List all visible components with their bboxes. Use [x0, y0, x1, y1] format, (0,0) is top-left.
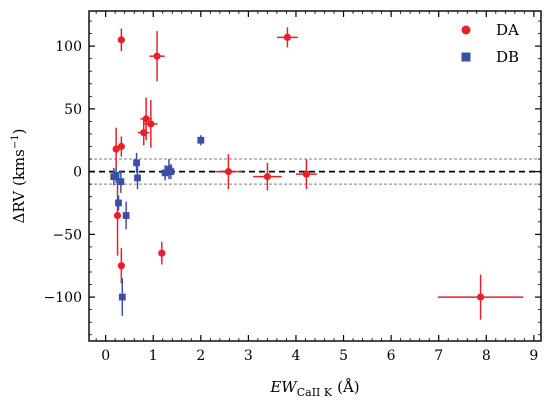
plot-frame [88, 10, 542, 342]
data-point-db-3 [117, 170, 125, 193]
data-point-da-6 [140, 97, 152, 141]
y-tick-label--50: −50 [52, 227, 82, 243]
data-point-db-2 [115, 195, 122, 211]
marker-circle [302, 170, 311, 178]
series-da [112, 27, 524, 320]
y-axis-label-unit-open: (kms [10, 149, 28, 186]
series-db [110, 135, 205, 316]
data-point-da-7 [144, 100, 158, 148]
marker-circle [112, 145, 120, 153]
y-axis-label-unit-exponent: −1 [10, 134, 21, 149]
marker-square [117, 178, 125, 186]
legend-marker-square [461, 52, 471, 62]
data-point-db-1 [112, 167, 120, 183]
data-point-da-3 [113, 175, 122, 256]
x-tick-label-9: 9 [529, 348, 538, 364]
marker-square [122, 212, 130, 219]
x-tick-label-8: 8 [482, 348, 491, 364]
legend-label-db: DB [496, 48, 519, 66]
marker-circle [263, 173, 272, 181]
data-point-da-10 [215, 154, 242, 190]
marker-square [112, 171, 120, 179]
marker-square [197, 136, 205, 144]
marker-circle [142, 115, 150, 123]
marker-square [167, 168, 175, 176]
y-tick-label-100: 100 [55, 39, 82, 55]
y-tick-label-50: 50 [64, 102, 82, 118]
marker-circle [224, 168, 233, 176]
marker-circle [117, 36, 125, 44]
marker-circle [147, 120, 155, 128]
y-tick-label-0: 0 [73, 165, 82, 181]
data-point-da-12 [276, 27, 298, 48]
data-point-db-4 [118, 278, 126, 316]
data-point-da-14 [437, 274, 524, 320]
marker-square [134, 174, 141, 182]
x-tick-label-5: 5 [339, 348, 348, 364]
data-point-da-2 [112, 127, 120, 171]
y-axis-label-main: ΔRV [10, 190, 28, 224]
marker-square [161, 169, 169, 177]
x-tick-label-3: 3 [244, 348, 253, 364]
data-point-db-11 [197, 135, 205, 146]
y-tick-label--100: −100 [44, 290, 82, 306]
data-point-da-0 [117, 28, 125, 52]
marker-circle [153, 52, 161, 60]
marker-square [115, 199, 122, 207]
marker-circle [113, 211, 122, 220]
ticks-layer: 0 1 2 3 4 5 6 7 8 9 −100 −50 0 50 100 [44, 11, 541, 364]
data-point-db-5 [122, 201, 130, 230]
data-point-db-10 [167, 164, 175, 180]
x-axis-label-subscript: CaII K [297, 386, 333, 399]
marker-square [133, 159, 140, 167]
marker-circle [476, 293, 485, 301]
x-tick-label-2: 2 [196, 348, 205, 364]
data-point-db-7 [134, 166, 141, 190]
x-tick-label-0: 0 [101, 348, 110, 364]
legend-item-da: DA [461, 21, 519, 39]
x-axis-label-main: EW [269, 378, 298, 396]
legend-item-db: DB [461, 48, 519, 66]
x-tick-label-7: 7 [434, 348, 443, 364]
data-point-da-1 [117, 136, 125, 157]
legend-label-da: DA [496, 21, 519, 39]
data-point-da-13 [295, 159, 317, 190]
y-axis-label-unit-close: ) [10, 129, 28, 135]
legend-marker-circle [461, 25, 471, 35]
x-tick-label-1: 1 [149, 348, 158, 364]
x-tick-label-6: 6 [387, 348, 396, 364]
x-axis-label: EWCaII K (Å) [269, 378, 359, 399]
y-axis-label: ΔRV (kms−1) [10, 129, 28, 224]
marker-square [118, 293, 126, 301]
data-point-da-11 [253, 162, 282, 191]
x-tick-label-4: 4 [292, 348, 301, 364]
marker-circle [283, 33, 292, 41]
data-point-db-6 [133, 152, 140, 173]
data-point-da-8 [149, 31, 165, 82]
marker-circle [158, 249, 166, 257]
legend: DA DB [461, 21, 519, 66]
data-point-da-9 [158, 241, 166, 265]
plot-layer [89, 27, 541, 320]
x-axis-label-unit: (Å) [337, 378, 360, 396]
data-point-da-4 [117, 248, 125, 284]
marker-circle [117, 262, 125, 270]
